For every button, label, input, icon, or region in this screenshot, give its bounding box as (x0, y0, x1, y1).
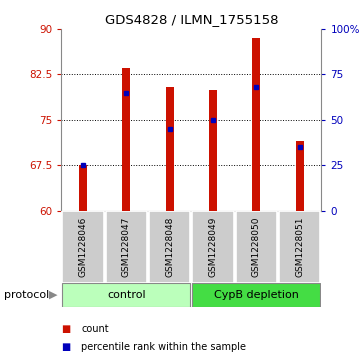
Text: GSM1228047: GSM1228047 (122, 217, 131, 277)
Bar (279, 211, 321, 283)
Text: count: count (81, 323, 109, 334)
Text: GSM1228051: GSM1228051 (295, 217, 304, 277)
Bar (192, 283, 321, 307)
Text: ■: ■ (61, 342, 71, 352)
Bar (235, 211, 277, 283)
Bar (122, 68, 130, 211)
Bar (62, 283, 191, 307)
Text: GSM1228046: GSM1228046 (79, 217, 87, 277)
Bar (209, 90, 217, 211)
Bar (166, 86, 174, 211)
Text: percentile rank within the sample: percentile rank within the sample (81, 342, 246, 352)
Text: ■: ■ (61, 323, 71, 334)
Bar (192, 211, 234, 283)
Bar (105, 211, 147, 283)
Text: GSM1228049: GSM1228049 (209, 217, 217, 277)
Bar (62, 211, 104, 283)
Text: CypB depletion: CypB depletion (214, 290, 299, 300)
Text: ▶: ▶ (49, 290, 58, 300)
Text: control: control (107, 290, 145, 300)
Bar (252, 38, 260, 211)
Text: GSM1228048: GSM1228048 (165, 217, 174, 277)
Text: GSM1228050: GSM1228050 (252, 217, 261, 277)
Bar (79, 165, 87, 211)
Bar (149, 211, 191, 283)
Text: protocol: protocol (4, 290, 49, 300)
Title: GDS4828 / ILMN_1755158: GDS4828 / ILMN_1755158 (105, 13, 278, 26)
Bar (296, 141, 304, 211)
